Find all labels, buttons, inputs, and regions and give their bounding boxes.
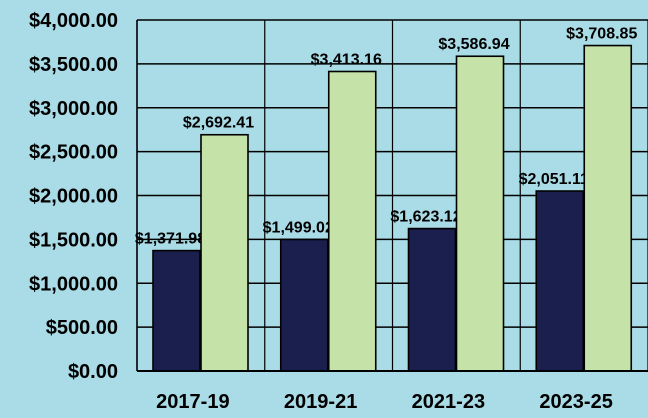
bar [327,70,377,372]
bar [407,227,457,372]
data-label: $2,692.41 [183,115,254,132]
data-label: $3,586.94 [438,36,509,53]
y-tick-label: $3,000.00 [29,98,118,120]
y-tick-label: $500.00 [46,317,118,339]
data-label: $1,623.12 [390,209,461,226]
y-tick-label: $1,000.00 [29,273,118,295]
data-label: $3,413.16 [311,51,382,68]
bar [200,133,249,372]
data-label: $1,371.98 [135,231,206,248]
bar [279,238,329,372]
x-tick-label: 2019-21 [284,391,357,413]
y-tick-label: $1,500.00 [29,229,118,251]
x-tick-label: 2023-25 [539,391,612,413]
data-label: $2,051.11 [519,171,589,188]
y-tick-label: $2,000.00 [29,186,118,208]
bar [535,190,585,372]
y-tick-label: $3,500.00 [29,54,118,76]
data-label: $1,499.02 [263,219,334,236]
bar [583,44,633,372]
x-tick-label: 2017-19 [156,391,229,413]
bar [152,249,201,372]
data-label: $3,708.85 [566,26,637,43]
bar [455,55,505,372]
y-tick-label: $2,500.00 [29,142,118,164]
y-tick-label: $0.00 [68,361,118,383]
x-tick-label: 2021-23 [412,391,485,413]
y-tick-label: $4,000.00 [29,10,118,32]
